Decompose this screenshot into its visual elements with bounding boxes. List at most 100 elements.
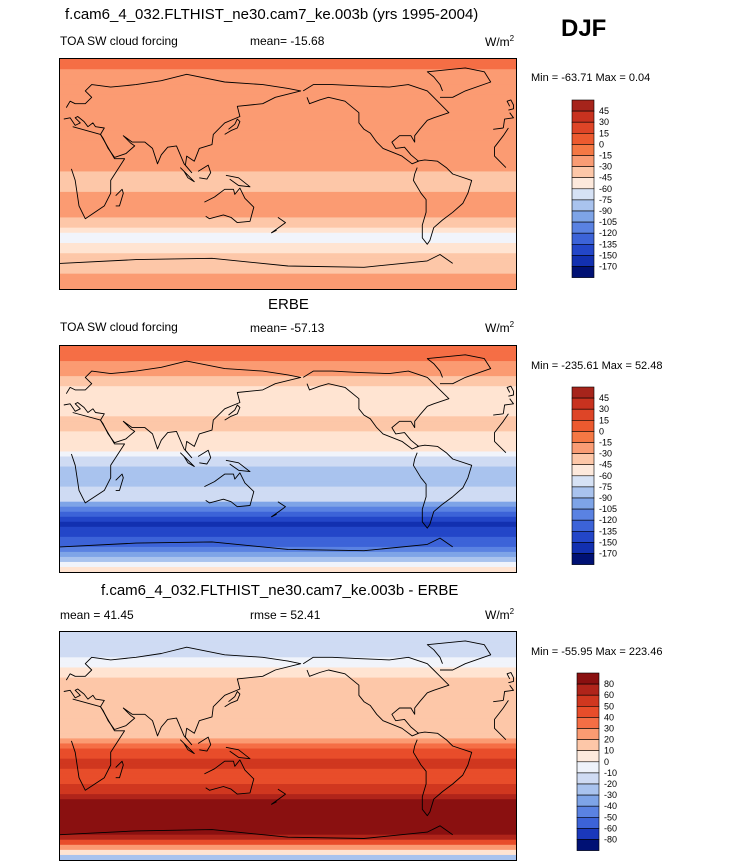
map-zonal-band bbox=[60, 662, 516, 669]
map-zonal-band bbox=[60, 381, 516, 387]
map-zonal-band bbox=[60, 451, 516, 458]
map-coastline bbox=[506, 99, 514, 111]
colorbar-box bbox=[576, 694, 600, 707]
map-zonal-band bbox=[60, 161, 516, 167]
map-zonal-band bbox=[60, 753, 516, 760]
map-zonal-band bbox=[60, 171, 516, 178]
colorbar-tick-label: 0 bbox=[604, 757, 609, 767]
map-coastline bbox=[506, 672, 514, 684]
colorbar-box bbox=[571, 397, 595, 410]
map-zonal-band bbox=[60, 687, 516, 694]
colorbar-tick-label: -45 bbox=[599, 460, 612, 470]
map-zonal-band bbox=[60, 486, 516, 493]
panel-obs-map-svg bbox=[60, 346, 516, 572]
map-zonal-band bbox=[60, 446, 516, 453]
map-zonal-band bbox=[60, 708, 516, 714]
map-zonal-band bbox=[60, 376, 516, 382]
map-coastline bbox=[204, 759, 255, 795]
map-coastline bbox=[224, 404, 241, 421]
panel-model-mean-label: mean= -15.68 bbox=[250, 34, 325, 48]
map-zonal-band bbox=[60, 441, 516, 448]
map-zonal-band bbox=[60, 748, 516, 755]
map-zonal-band bbox=[60, 278, 516, 285]
colorbar-box bbox=[571, 266, 595, 278]
map-zonal-band bbox=[60, 84, 516, 91]
colorbar-tick-label: 30 bbox=[604, 724, 614, 734]
map-zonal-band bbox=[60, 526, 516, 533]
map-zonal-band bbox=[60, 819, 516, 826]
map-zonal-band bbox=[60, 763, 516, 770]
colorbar-box bbox=[571, 519, 595, 532]
map-zonal-band bbox=[60, 541, 516, 548]
panel-model-map-svg bbox=[60, 59, 516, 289]
map-zonal-band bbox=[60, 521, 516, 528]
map-zonal-band bbox=[60, 94, 516, 101]
map-zonal-band bbox=[60, 232, 516, 239]
colorbar-tick-label: 15 bbox=[599, 415, 609, 425]
panel-diff-mean-label: mean = 41.45 bbox=[60, 608, 134, 622]
map-zonal-band bbox=[60, 346, 516, 352]
map-zonal-band bbox=[60, 461, 516, 468]
map-zonal-band bbox=[60, 151, 516, 157]
map-zonal-band bbox=[60, 207, 516, 213]
map-coastline bbox=[60, 254, 453, 268]
colorbar-tick-label: 10 bbox=[604, 746, 614, 756]
season-label: DJF bbox=[561, 15, 607, 42]
colorbar-box bbox=[571, 475, 595, 488]
map-zonal-band bbox=[60, 566, 516, 572]
map-zonal-band bbox=[60, 110, 516, 116]
map-coastline bbox=[506, 385, 514, 397]
map-zonal-band bbox=[60, 672, 516, 679]
map-coastline bbox=[271, 217, 286, 234]
map-coastline bbox=[224, 118, 241, 135]
colorbar-box bbox=[576, 717, 600, 729]
map-coastline bbox=[63, 646, 514, 746]
map-zonal-band bbox=[60, 356, 516, 362]
map-zonal-band bbox=[60, 74, 516, 81]
map-zonal-band bbox=[60, 784, 516, 790]
map-coastline bbox=[115, 473, 124, 491]
map-zonal-band bbox=[60, 227, 516, 234]
colorbar-box bbox=[576, 817, 600, 829]
map-zonal-band bbox=[60, 481, 516, 488]
map-zonal-band bbox=[60, 351, 516, 357]
panel-model-minmax: Min = -63.71 Max = 0.04 bbox=[531, 72, 651, 84]
map-coastline bbox=[426, 354, 492, 385]
colorbar-tick-label: 45 bbox=[599, 106, 609, 116]
map-zonal-band bbox=[60, 536, 516, 543]
map-zonal-band bbox=[60, 69, 516, 75]
map-zonal-band bbox=[60, 243, 516, 249]
map-coastline bbox=[426, 67, 492, 98]
colorbar-box bbox=[571, 442, 595, 454]
map-zonal-band bbox=[60, 496, 516, 503]
colorbar-box bbox=[571, 244, 595, 256]
map-zonal-band bbox=[60, 773, 516, 780]
map-coastline bbox=[225, 746, 251, 760]
map-zonal-band bbox=[60, 130, 516, 137]
map-zonal-band bbox=[60, 145, 516, 152]
colorbar-tick-label: -75 bbox=[599, 195, 612, 205]
panel-diff-map bbox=[59, 631, 517, 861]
map-coastline bbox=[197, 736, 212, 752]
colorbar-box bbox=[571, 110, 595, 123]
colorbar-tick-label: 15 bbox=[599, 128, 609, 138]
map-zonal-band bbox=[60, 794, 516, 800]
map-coastline bbox=[412, 444, 473, 529]
map-zonal-band bbox=[60, 531, 516, 538]
map-coastline bbox=[426, 640, 492, 671]
map-zonal-band bbox=[60, 682, 516, 689]
map-zonal-band bbox=[60, 642, 516, 648]
panel-diff-map-svg bbox=[60, 632, 516, 860]
map-zonal-band bbox=[60, 258, 516, 265]
map-coastline bbox=[197, 164, 212, 180]
panel-obs-colorbar: 45 30 15 0 -15 -30 -45 -60 -75 -90 -105 -120 -135 -15… bbox=[571, 386, 632, 572]
colorbar-tick-label: 30 bbox=[599, 404, 609, 414]
colorbar-box bbox=[571, 210, 595, 223]
map-coastline bbox=[271, 501, 286, 518]
colorbar-box bbox=[571, 431, 595, 443]
colorbar-box bbox=[571, 99, 595, 112]
map-zonal-band bbox=[60, 556, 516, 563]
colorbar-box bbox=[576, 739, 600, 751]
colorbar-tick-label: -120 bbox=[599, 228, 617, 238]
colorbar-box bbox=[571, 199, 595, 212]
